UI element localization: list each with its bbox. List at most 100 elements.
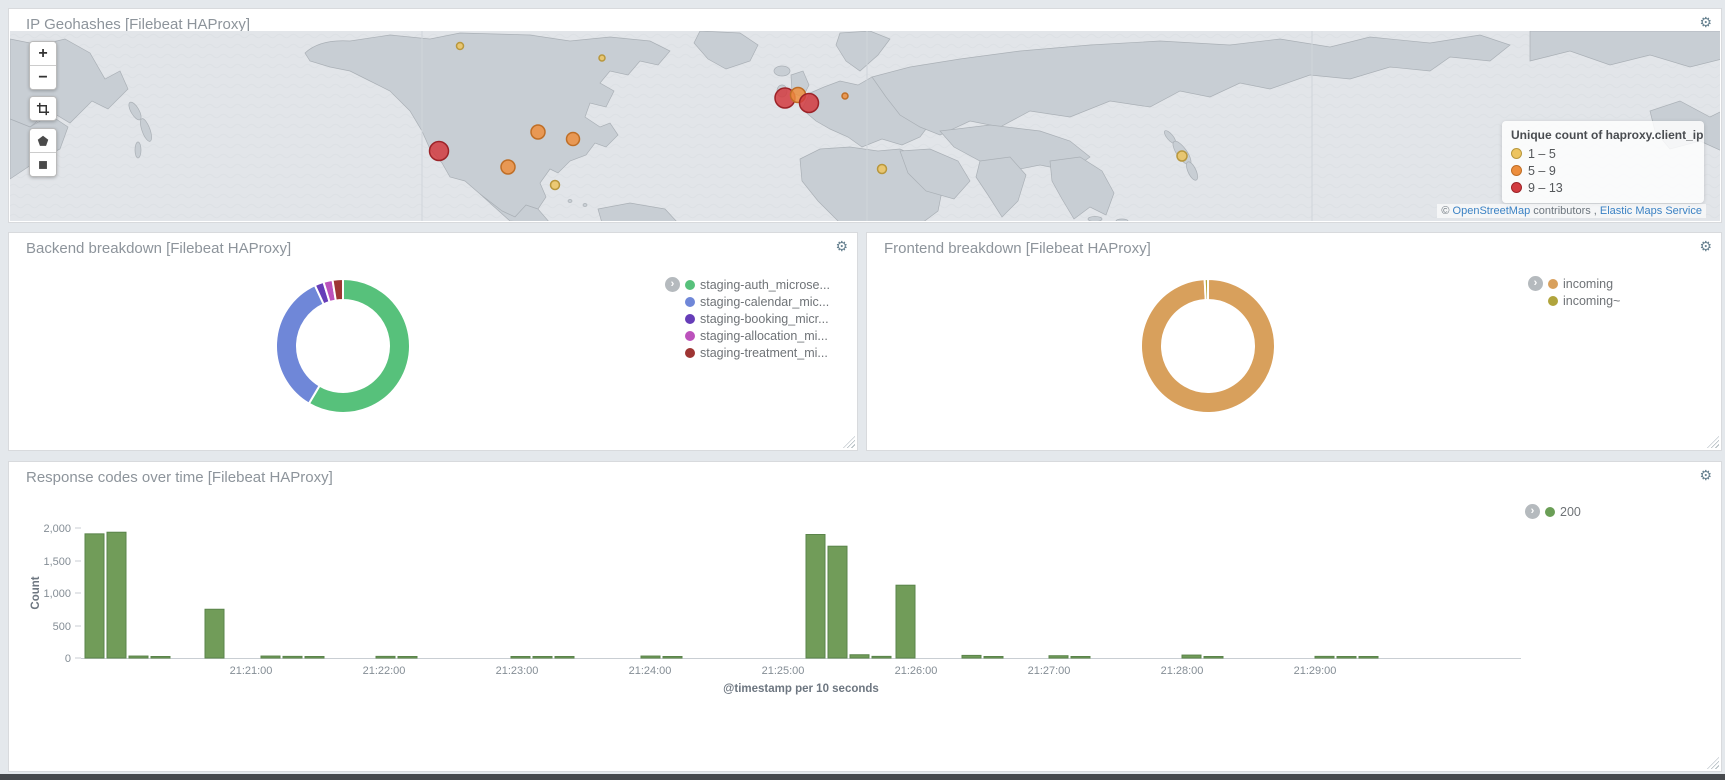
legend-toggle-icon[interactable]: ›	[1528, 276, 1543, 291]
backend-donut-chart	[275, 277, 411, 414]
bucket-range-label: 1 – 5	[1528, 146, 1556, 161]
legend-item[interactable]: staging-booking_micr...	[685, 310, 830, 327]
bar-200[interactable]	[1336, 656, 1357, 659]
world-map[interactable]: + − Unique count of hap	[10, 31, 1720, 221]
legend-item[interactable]: staging-calendar_mic...	[685, 293, 830, 310]
draw-polygon-button[interactable]	[30, 129, 56, 152]
bar-200[interactable]	[1181, 654, 1202, 659]
bar-200[interactable]	[983, 656, 1004, 659]
x-axis-tick-label: 21:24:00	[629, 665, 672, 677]
bar-200[interactable]	[895, 584, 916, 659]
bar-200[interactable]	[84, 533, 105, 659]
bar-200[interactable]	[640, 655, 661, 659]
legend-item[interactable]: staging-treatment_mi...	[685, 344, 830, 361]
geohash-circle[interactable]	[455, 41, 465, 51]
geohash-circle[interactable]	[428, 140, 450, 162]
response-codes-bar-chart[interactable]: 2,000 1,500 1,000 500 0 Count 21:21:00 21:22:00…	[9, 484, 1721, 734]
gear-icon[interactable]: ⚙	[1699, 14, 1712, 30]
bar-200[interactable]	[282, 655, 303, 659]
openstreetmap-link[interactable]: OpenStreetMap	[1452, 205, 1531, 217]
geohash-circle[interactable]	[565, 131, 581, 147]
bar-200[interactable]	[1314, 655, 1335, 659]
elastic-maps-service-link[interactable]: Elastic Maps Service	[1599, 205, 1702, 217]
legend-item[interactable]: incoming	[1548, 275, 1620, 292]
fit-bounds-control-group	[29, 96, 57, 121]
x-axis-tick-label: 21:22:00	[363, 665, 406, 677]
legend-item[interactable]: staging-auth_microse...	[685, 276, 830, 293]
bar-200[interactable]	[1070, 656, 1091, 659]
bar-200[interactable]	[827, 545, 848, 659]
gear-icon[interactable]: ⚙	[1699, 238, 1712, 254]
legend-label[interactable]: incoming~	[1563, 293, 1621, 308]
bar-200[interactable]	[532, 656, 553, 659]
y-axis-tick-label: 2,000	[43, 523, 71, 535]
zoom-in-button[interactable]: +	[30, 42, 56, 65]
bar-200[interactable]	[1358, 656, 1379, 659]
legend-label[interactable]: staging-allocation_mi...	[700, 328, 828, 343]
legend-label[interactable]: 200	[1560, 504, 1581, 519]
legend-item[interactable]: incoming~	[1548, 292, 1620, 309]
geohash-circle[interactable]	[500, 159, 516, 175]
geohash-circle[interactable]	[798, 92, 820, 114]
panel-resize-handle[interactable]	[1707, 757, 1719, 769]
bar-200[interactable]	[260, 655, 281, 659]
panel-title: Frontend breakdown [Filebeat HAProxy]	[884, 240, 1151, 257]
geohash-circle[interactable]	[530, 124, 546, 140]
geohash-circle[interactable]	[549, 179, 561, 191]
bar-200[interactable]	[662, 656, 683, 659]
legend-item[interactable]: staging-allocation_mi...	[685, 327, 830, 344]
donut-slice[interactable]	[307, 277, 411, 414]
zoom-out-button[interactable]: −	[30, 65, 56, 89]
legend-label[interactable]: incoming	[1563, 276, 1614, 291]
bucket-color-dot	[1511, 182, 1522, 193]
bar-200[interactable]	[805, 534, 826, 659]
bar-200[interactable]	[128, 655, 149, 659]
legend-item[interactable]: 200	[1545, 503, 1581, 520]
legend-label[interactable]: staging-booking_micr...	[700, 311, 829, 326]
bar-200[interactable]	[1048, 655, 1069, 659]
donut-slice[interactable]	[1140, 277, 1276, 414]
legend-toggle-icon[interactable]: ›	[665, 277, 680, 292]
gear-icon[interactable]: ⚙	[835, 238, 848, 254]
bar-200[interactable]	[106, 531, 127, 659]
y-axis-tick-label: 500	[53, 621, 71, 633]
world-map-canvas	[10, 31, 1720, 221]
bar-200[interactable]	[961, 654, 982, 659]
bar-200[interactable]	[304, 656, 325, 659]
bar-200[interactable]	[204, 608, 225, 659]
geohash-circle[interactable]	[876, 163, 888, 175]
frontend-legend: › incoming incoming~	[1528, 275, 1620, 309]
bar-200[interactable]	[510, 656, 531, 659]
legend-label[interactable]: staging-calendar_mic...	[700, 294, 830, 309]
draw-rectangle-button[interactable]	[30, 152, 56, 176]
fit-data-bounds-button[interactable]	[30, 97, 56, 120]
geohash-circles[interactable]	[428, 41, 1188, 191]
x-axis-title: @timestamp per 10 seconds	[723, 683, 879, 695]
geohash-circle[interactable]	[598, 54, 606, 62]
crop-icon	[36, 102, 50, 115]
gear-icon[interactable]: ⚙	[1699, 467, 1712, 483]
legend-label[interactable]: staging-treatment_mi...	[700, 345, 828, 360]
donut-slice[interactable]	[331, 277, 344, 302]
panel-ip-geohashes: IP Geohashes [Filebeat HAProxy] ⚙	[8, 8, 1722, 223]
donut-slice[interactable]	[1203, 277, 1209, 302]
legend-color-dot	[685, 313, 695, 324]
geohash-circle[interactable]	[1176, 150, 1188, 162]
geohash-circle[interactable]	[841, 92, 849, 100]
backend-legend-rows: staging-auth_microse... staging-calendar_…	[685, 276, 830, 361]
bar-200[interactable]	[150, 656, 171, 659]
bar-200[interactable]	[397, 656, 418, 659]
donut-slice[interactable]	[275, 283, 326, 406]
bar-200[interactable]	[871, 655, 892, 659]
legend-toggle-icon[interactable]: ›	[1525, 504, 1540, 519]
legend-label[interactable]: staging-auth_microse...	[700, 277, 830, 292]
legend-color-dot	[685, 279, 695, 290]
bar-200[interactable]	[554, 656, 575, 659]
response-legend-rows: 200	[1545, 503, 1581, 520]
x-axis-tick-label: 21:29:00	[1294, 665, 1337, 677]
bar-200[interactable]	[849, 654, 870, 659]
x-axis-tick-label: 21:27:00	[1028, 665, 1071, 677]
bar-200[interactable]	[1203, 656, 1224, 659]
legend-color-dot	[685, 330, 695, 341]
bar-200[interactable]	[375, 655, 396, 659]
